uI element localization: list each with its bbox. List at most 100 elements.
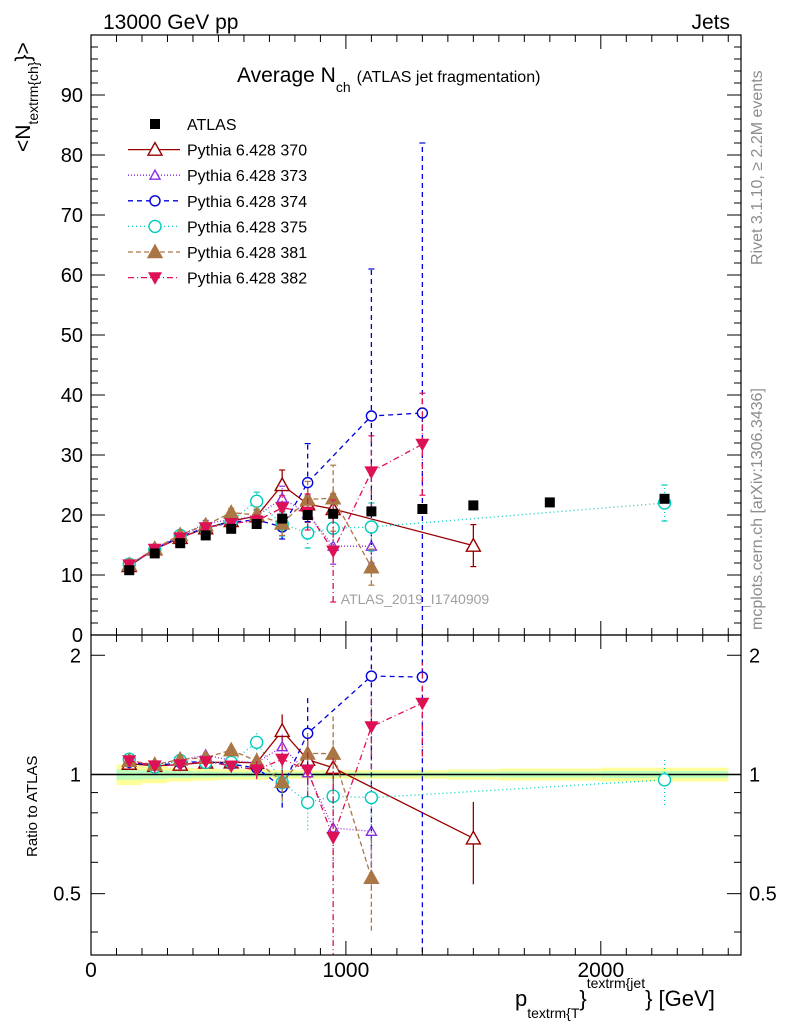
ratio-point	[300, 795, 315, 810]
y-tick-label: 90	[61, 85, 83, 107]
atlas-point	[417, 504, 428, 514]
ratio-point	[224, 760, 239, 774]
series-4	[121, 464, 380, 586]
header-jets: Jets	[691, 11, 730, 34]
ratio-point	[147, 760, 162, 774]
legend-marker	[148, 219, 162, 234]
chart-title: Average Nch (ATLAS jet fragmentation)	[237, 64, 540, 95]
ratio-point	[198, 756, 213, 769]
legend-entry-3: Pythia 6.428 375	[128, 219, 307, 236]
series-0	[121, 469, 482, 573]
x-axis-label-sup: textrm{jet	[587, 975, 645, 991]
ratio-point	[326, 832, 341, 845]
y-tick-label: 40	[61, 385, 83, 407]
ratio-point	[657, 773, 672, 787]
ratio-point	[300, 764, 315, 778]
legend-label: Pythia 6.428 382	[187, 271, 307, 288]
legend-marker	[147, 272, 163, 285]
data-point	[364, 520, 379, 534]
series-line	[128, 497, 372, 566]
x-axis-label: ptextrm{T}textrm{jet} [GeV]	[515, 975, 715, 1021]
legend-entry-4: Pythia 6.428 381	[128, 243, 307, 262]
legend-marker	[149, 195, 161, 207]
atlas-point	[277, 513, 288, 524]
legend-marker	[146, 141, 164, 156]
ratio-point	[249, 764, 264, 778]
data-point	[223, 504, 240, 519]
data-point	[365, 410, 378, 422]
atlas-point	[302, 510, 313, 520]
axes: 0 1000 2000 0 10 20 30 40 50 60 70 80 90 0.5 0.5 1 1 2 2	[53, 34, 777, 982]
legend-label: Pythia 6.428 373	[187, 168, 307, 185]
data-point	[275, 502, 290, 516]
series-line	[128, 500, 665, 565]
y-tick-label: 30	[61, 445, 83, 467]
legend-entry-atlas: ATLAS	[150, 117, 237, 134]
ratio-point	[324, 745, 342, 760]
ratio-tick-label-right: 1	[749, 764, 760, 786]
legend: ATLAS Pythia 6.428 370 Pythia 6.428 373 Pyt…	[128, 117, 307, 288]
series-line	[128, 443, 423, 566]
y-axis-label-main: <N	[12, 125, 35, 152]
atlas-point	[124, 565, 135, 576]
atlas-point	[200, 530, 211, 541]
ratio-series-line	[129, 729, 474, 839]
legend-marker	[150, 119, 160, 129]
y-tick-label: 70	[61, 205, 83, 227]
series-5	[122, 392, 430, 603]
chart-title-note: (ATLAS jet fragmentation)	[357, 69, 541, 86]
ratio-series-line	[129, 702, 423, 840]
x-axis-label-end: } [GeV]	[645, 986, 715, 1011]
x-axis-label-main: p	[515, 986, 527, 1011]
y-axis-label: <Ntextrm{ch}}>	[12, 42, 41, 152]
ratio-series-5	[122, 662, 430, 955]
ratio-uncertainty-band	[91, 764, 741, 786]
data-point	[273, 476, 291, 492]
data-point	[363, 558, 380, 574]
ratio-tick-label: 0.5	[53, 884, 81, 906]
legend-label: Pythia 6.428 374	[187, 194, 307, 211]
rivet-label: Rivet 3.1.10, ≥ 2.2M events	[749, 70, 766, 265]
ratio-frame	[90, 634, 742, 956]
atlas-point	[659, 493, 670, 504]
ratio-point	[173, 759, 188, 772]
legend-label: Pythia 6.428 375	[187, 219, 307, 236]
legend-label: Pythia 6.428 370	[187, 143, 307, 160]
legend-label: ATLAS	[187, 117, 237, 134]
atlas-point	[226, 523, 237, 534]
ratio-tick-label: 1	[70, 764, 81, 786]
ratio-point	[465, 829, 482, 845]
x-tick-label: 0	[85, 959, 97, 982]
legend-marker	[146, 243, 164, 259]
series-atlas	[124, 493, 670, 576]
ratio-series-3	[122, 731, 672, 841]
ratio-tick-label: 2	[70, 645, 81, 667]
analysis-watermark: ATLAS_2019_I1740909	[341, 591, 490, 607]
atlas-point	[251, 519, 262, 529]
ratio-point	[122, 755, 137, 768]
ratio-point	[249, 735, 264, 750]
atlas-point	[366, 506, 377, 517]
ratio-point	[275, 753, 290, 767]
legend-entry-0: Pythia 6.428 370	[128, 141, 307, 160]
legend-entry-1: Pythia 6.428 373	[128, 168, 307, 185]
y-tick-label: 10	[61, 565, 83, 587]
ratio-series-0	[121, 714, 482, 885]
mcplots-label: mcplots.cern.ch [arXiv:1306.3436]	[749, 388, 766, 630]
x-tick-label: 2000	[577, 959, 624, 982]
ratio-point	[363, 869, 380, 885]
legend-label: Pythia 6.428 381	[187, 245, 307, 262]
legend-entry-5: Pythia 6.428 382	[128, 271, 307, 288]
data-point	[465, 537, 482, 552]
ratio-point	[273, 773, 291, 789]
upper-panel-data	[121, 142, 672, 635]
data-point	[324, 489, 342, 505]
data-point	[326, 545, 341, 559]
chart-title-sub: ch	[336, 79, 351, 95]
atlas-point	[328, 508, 339, 519]
series-line	[128, 412, 423, 566]
y-tick-label: 60	[61, 265, 83, 287]
data-point	[249, 494, 264, 508]
ratio-series-4	[121, 716, 380, 931]
